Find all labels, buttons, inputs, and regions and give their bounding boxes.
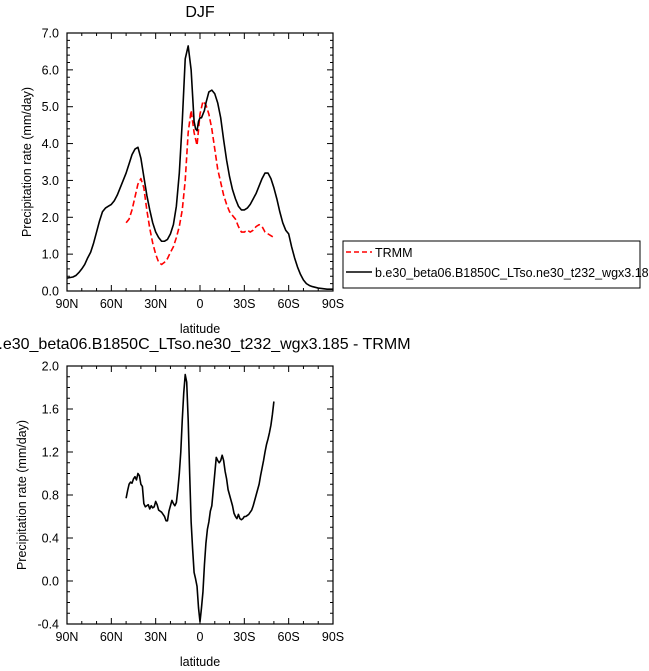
- y-tick-label: 3.0: [42, 174, 59, 188]
- chart-top-legend: TRMM b.e30_beta06.B1850C_LTso.ne30_t232_…: [342, 240, 649, 289]
- chart-bottom-series: [125, 373, 275, 623]
- chart-top: DJF 90N 60N 30N 0 30S 60S 90S 0.0 1.0 2.0 3.0 4.0 5.…: [20, 4, 649, 336]
- x-tick-label: 90N: [56, 630, 79, 644]
- y-tick-label: 0.4: [42, 532, 59, 546]
- y-tick-label: 5.0: [42, 100, 59, 114]
- y-tick-label: 0.8: [42, 489, 59, 503]
- y-tick-label: 0.0: [42, 285, 59, 299]
- y-tick-label: 7.0: [42, 27, 59, 41]
- y-tick-label: 2.0: [42, 211, 59, 225]
- x-tick-label: 30S: [233, 630, 255, 644]
- series-line-difference: [125, 373, 275, 623]
- x-tick-label: 60N: [100, 630, 123, 644]
- chart-bottom-title: b.e30_beta06.B1850C_LTso.ne30_t232_wgx3.…: [0, 336, 411, 353]
- x-tick-label: 60S: [278, 630, 300, 644]
- chart-top-xlabel: latitude: [180, 322, 220, 336]
- y-tick-label: 1.0: [42, 248, 59, 262]
- legend-label-model: b.e30_beta06.B1850C_LTso.ne30_t232_wgx3.…: [375, 266, 649, 280]
- x-tick-label: 30N: [144, 630, 167, 644]
- y-tick-label: 0.0: [42, 575, 59, 589]
- y-tick-label: 1.6: [42, 403, 59, 417]
- series-line-trmm: [125, 100, 275, 266]
- x-tick-label: 60S: [278, 297, 300, 311]
- chart-top-ylabel: Precipitation rate (mm/day): [20, 87, 34, 237]
- y-tick-label: 2.0: [42, 360, 59, 374]
- chart-bottom: b.e30_beta06.B1850C_LTso.ne30_t232_wgx3.…: [0, 336, 411, 669]
- chart-top-plot-frame: [66, 32, 334, 292]
- x-tick-label: 30N: [144, 297, 167, 311]
- legend-box: [342, 240, 641, 289]
- x-tick-label: 90S: [322, 630, 344, 644]
- x-tick-label: 60N: [100, 297, 123, 311]
- chart-bottom-plot-frame: [66, 365, 334, 625]
- x-tick-label: 30S: [233, 297, 255, 311]
- chart-bottom-ylabel: Precipitation rate (mm/day): [15, 420, 29, 570]
- series-line-b-e30-beta06-b1850c-ltso-ne30-: [66, 45, 333, 290]
- x-tick-label: 90N: [56, 297, 79, 311]
- legend-label-trmm: TRMM: [375, 246, 413, 260]
- x-tick-label: 0: [197, 297, 204, 311]
- chart-bottom-xlabel: latitude: [180, 655, 220, 669]
- y-tick-label: 4.0: [42, 137, 59, 151]
- chart-top-title: DJF: [185, 4, 215, 21]
- y-tick-label: -0.4: [37, 618, 59, 632]
- chart-top-series: [66, 45, 333, 290]
- x-tick-label: 0: [197, 630, 204, 644]
- y-tick-label: 6.0: [42, 63, 59, 77]
- x-tick-label: 90S: [322, 297, 344, 311]
- y-tick-label: 1.2: [42, 446, 59, 460]
